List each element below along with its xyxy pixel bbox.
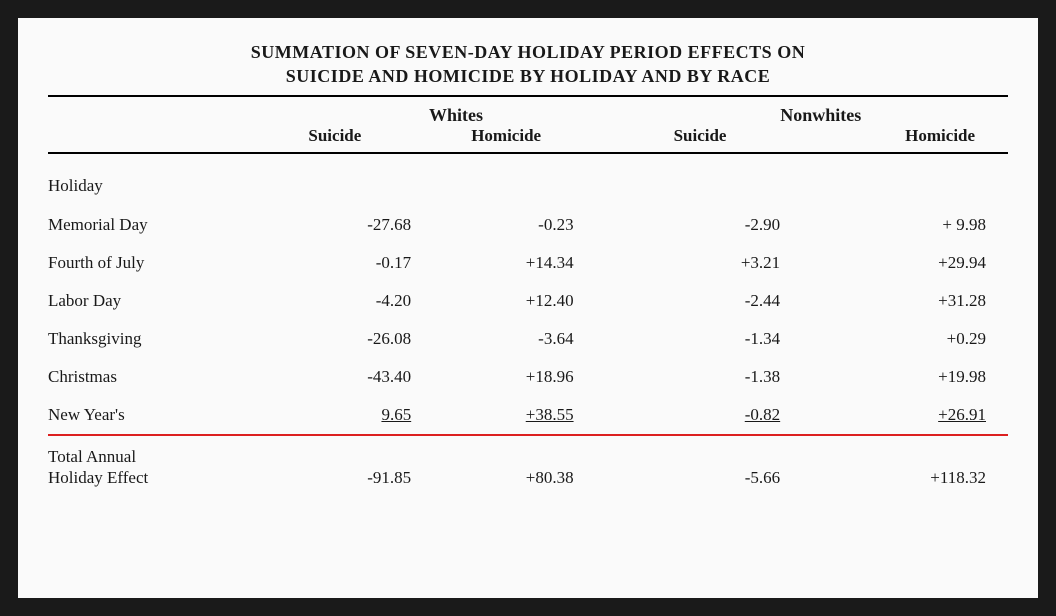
total-value: +80.38 [451,435,633,489]
cell-value: -0.17 [278,244,451,282]
col-whites-suicide: Suicide [278,126,451,153]
cell-value: +3.21 [634,244,836,282]
cell-value: -4.20 [278,282,451,320]
row-label: Labor Day [48,282,278,320]
col-nonwhites-homicide: Homicide [835,126,1008,153]
total-label-line1: Total Annual [48,447,136,466]
table-row: Memorial Day -27.68 -0.23 -2.90 + 9.98 [48,206,1008,244]
cell-value: -0.23 [451,206,633,244]
title-line-2: SUICIDE AND HOMICIDE BY HOLIDAY AND BY R… [286,66,770,86]
table-row: Fourth of July -0.17 +14.34 +3.21 +29.94 [48,244,1008,282]
data-table: Whites Nonwhites Suicide Homicide Suicid… [48,95,1008,489]
group-header-row: Whites Nonwhites [48,96,1008,126]
total-label-line2: Holiday Effect [48,468,148,487]
total-value: -5.66 [634,435,836,489]
cell-value: +26.91 [938,405,986,424]
cell-value: -26.08 [278,320,451,358]
cell-value: +14.34 [451,244,633,282]
table-row: Labor Day -4.20 +12.40 -2.44 +31.28 [48,282,1008,320]
row-label: Christmas [48,358,278,396]
cell-value: + 9.98 [835,206,1008,244]
spacer [48,96,278,126]
row-label: Memorial Day [48,206,278,244]
cell-value: -2.44 [634,282,836,320]
group-header-whites: Whites [278,96,633,126]
section-label-row: Holiday [48,153,1008,206]
table-row: Christmas -43.40 +18.96 -1.38 +19.98 [48,358,1008,396]
cell-value: +0.29 [835,320,1008,358]
col-nonwhites-suicide: Suicide [634,126,836,153]
row-label: Thanksgiving [48,320,278,358]
title-line-1: SUMMATION OF SEVEN-DAY HOLIDAY PERIOD EF… [251,42,805,62]
cell-value: +12.40 [451,282,633,320]
section-label: Holiday [48,153,278,206]
cell-value: -1.38 [634,358,836,396]
total-row: Total Annual Holiday Effect -91.85 +80.3… [48,435,1008,489]
cell-value: +38.55 [526,405,574,424]
cell-value: -27.68 [278,206,451,244]
cell-value: -43.40 [278,358,451,396]
cell-value: +31.28 [835,282,1008,320]
col-whites-homicide: Homicide [451,126,633,153]
row-label: New Year's [48,396,278,431]
group-header-nonwhites: Nonwhites [634,96,1008,126]
cell-value: -3.64 [451,320,633,358]
cell-value: -2.90 [634,206,836,244]
table-row: New Year's 9.65 +38.55 -0.82 +26.91 [48,396,1008,431]
cell-value: +19.98 [835,358,1008,396]
total-value: +118.32 [835,435,1008,489]
cell-value: +18.96 [451,358,633,396]
row-label: Fourth of July [48,244,278,282]
cell-value: -1.34 [634,320,836,358]
sub-header-row: Suicide Homicide Suicide Homicide [48,126,1008,153]
total-value: -91.85 [278,435,451,489]
spacer [48,126,278,153]
total-label: Total Annual Holiday Effect [48,435,278,489]
cell-value: -0.82 [745,405,780,424]
table-title: SUMMATION OF SEVEN-DAY HOLIDAY PERIOD EF… [48,40,1008,95]
cell-value: +29.94 [835,244,1008,282]
cell-value: 9.65 [381,405,411,424]
document-page: SUMMATION OF SEVEN-DAY HOLIDAY PERIOD EF… [18,18,1038,598]
table-row: Thanksgiving -26.08 -3.64 -1.34 +0.29 [48,320,1008,358]
